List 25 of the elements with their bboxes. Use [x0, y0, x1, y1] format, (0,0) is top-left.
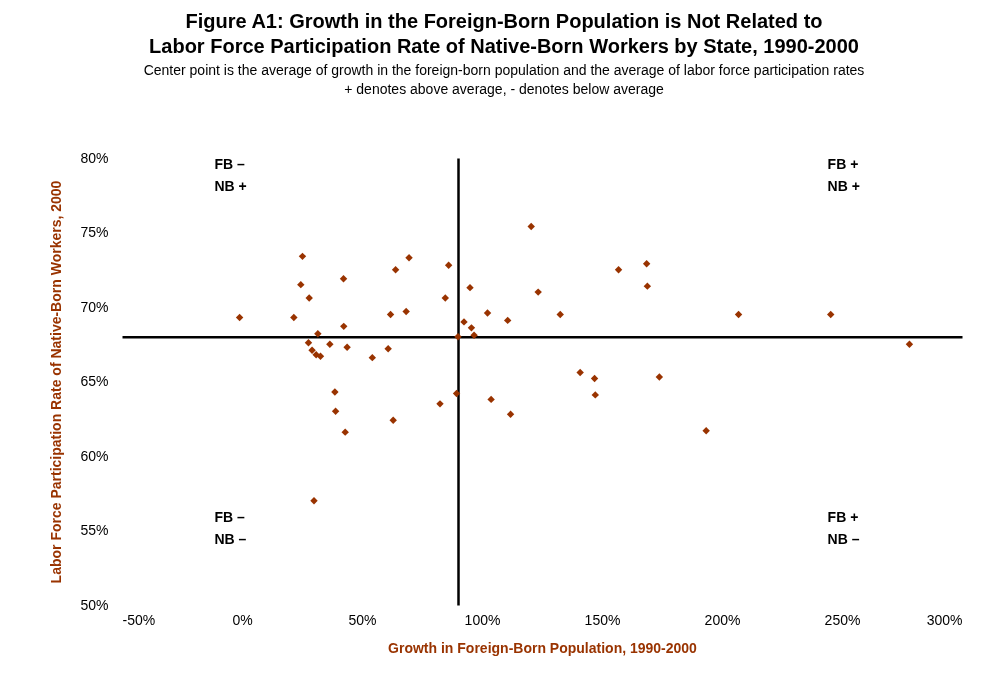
x-axis-title: Growth in Foreign-Born Population, 1990-2000 — [388, 639, 698, 656]
y-tick-label: 55% — [80, 522, 109, 538]
x-tick-label: 200% — [704, 611, 741, 628]
y-tick-label: 80% — [80, 149, 109, 166]
y-tick-label: 70% — [80, 298, 109, 315]
text: Figure A1: Growth in the Foreign-Born Population is Not Related to — [185, 10, 823, 32]
text: Labor Force Participation Rate of Native-Born Workers by State, 1990-2000 — [149, 35, 859, 57]
x-tick-label: 300% — [926, 611, 963, 628]
x-tick-label: 100% — [464, 611, 501, 628]
x-tick-label: 250% — [824, 611, 861, 628]
annotation: FB + NB + — [827, 156, 860, 194]
y-axis-title: Labor Force Participation Rate of Native-Born Workers, 2000 — [48, 180, 65, 584]
x-tick-label: 50% — [348, 611, 377, 628]
text: + denotes above average, - denotes below average — [344, 81, 664, 97]
y-tick-label: 60% — [80, 447, 109, 464]
x-tick-label: 0% — [232, 611, 253, 628]
annotation: FB + NB – — [827, 509, 860, 548]
y-tick-label: 50% — [80, 596, 109, 613]
y-tick-label: 75% — [80, 224, 109, 240]
text: Center point is the average of growth in the foreign-born population and the average of labor force participation rates — [143, 62, 865, 78]
x-tick-label: 150% — [584, 611, 621, 628]
annotation: FB – NB – — [214, 509, 247, 548]
x-tick-label: -50% — [122, 611, 156, 628]
annotation: FB – NB + — [214, 156, 247, 194]
y-tick-label: 65% — [80, 373, 109, 389]
